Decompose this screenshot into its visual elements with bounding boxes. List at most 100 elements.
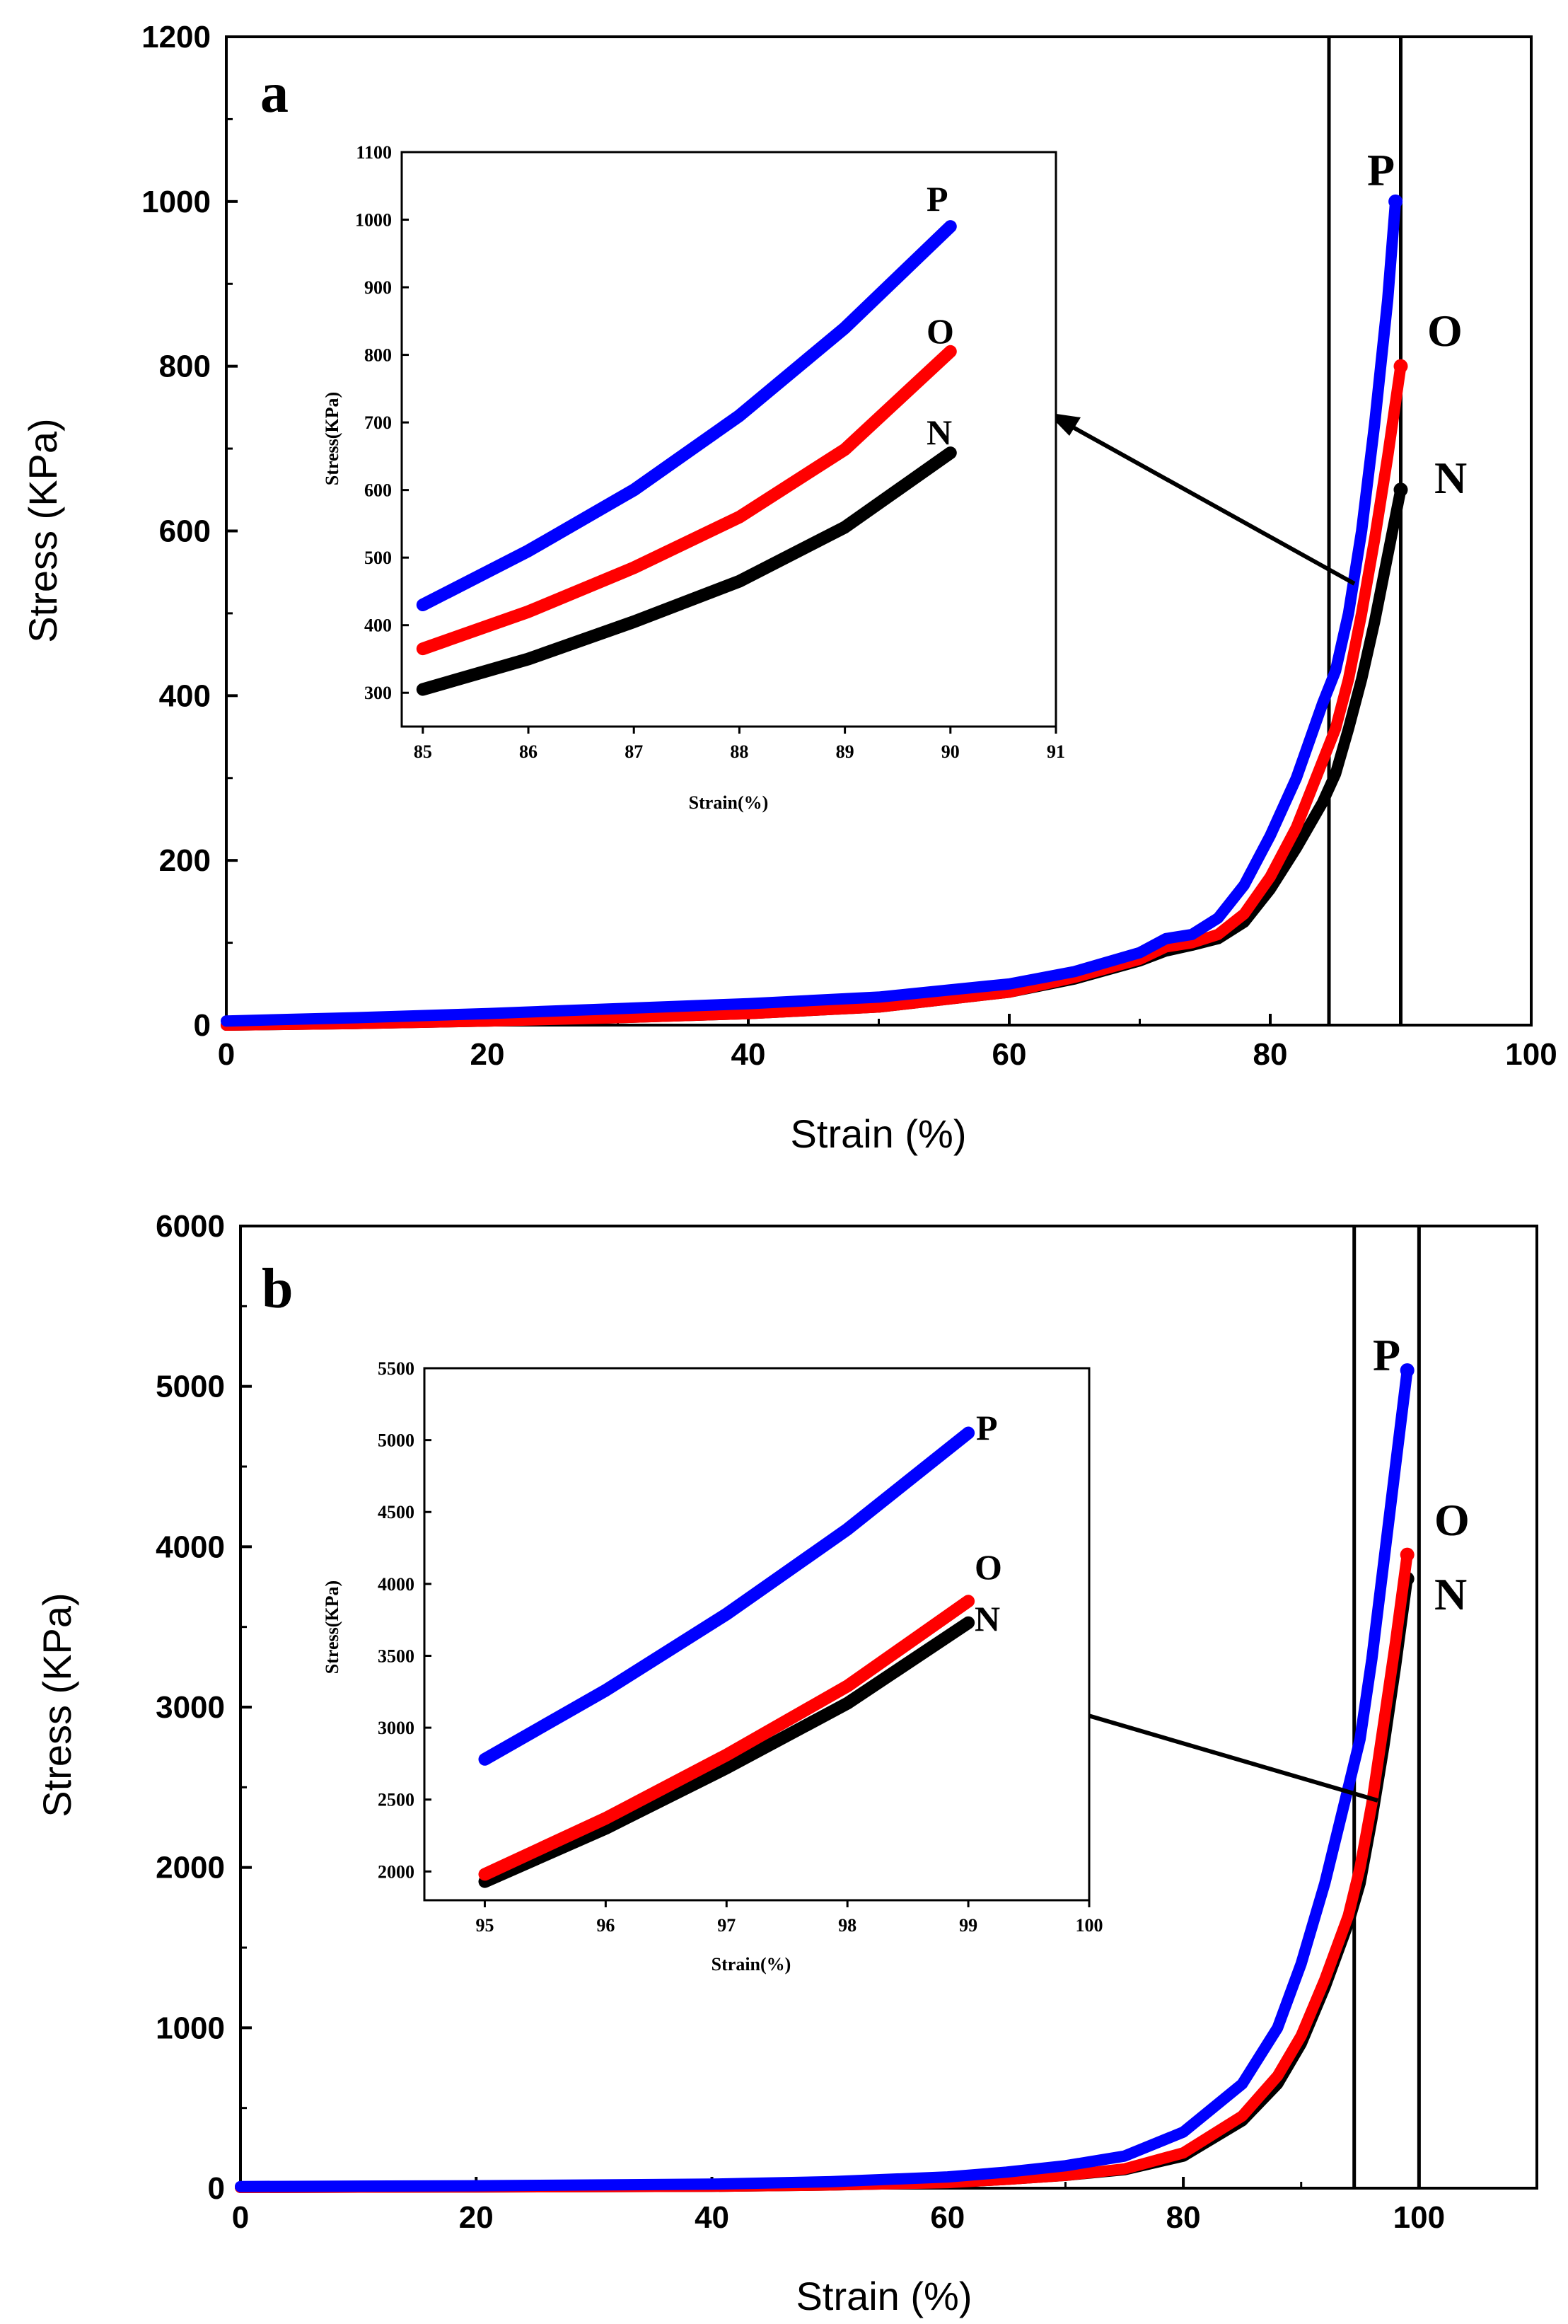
panel-b-inset-ticks: 95 96 97 98 99 100 2000 2500 3000 3500 4000 4500 500… [378,1358,1103,1936]
panel-b-inset-xtick-label: 95 [475,1915,494,1936]
panel-a-inset-series [416,220,957,696]
panel-a-inset-ytick-label: 400 [364,615,392,636]
panel-a-inset-ytick-label: 1100 [356,142,392,163]
panel-a-inset-ytick-label: 600 [364,480,392,501]
panel-b-label-N: N [1434,1569,1467,1619]
panel-b-xtick-label: 0 [232,2200,249,2235]
panel-b-inset-ytick-label: 2500 [378,1790,414,1810]
panel-a-label-N: N [1434,453,1467,503]
panel-b-inset-xtick-label: 100 [1076,1915,1103,1936]
panel-a-inset-xtick-label: 91 [1047,741,1065,762]
panel-a-xtick-label: 60 [992,1037,1027,1072]
panel-b-series-end-P [1400,1363,1415,1377]
panel-b-inset-ytick-label: 3000 [378,1718,414,1738]
panel-a-ylabel: Stress (KPa) [21,418,65,642]
panel-b-arrow [1049,1701,1378,1803]
panel-a-inset-ytick-label: 500 [364,548,392,568]
panel-b-xtick-label: 100 [1393,2200,1445,2235]
panel-b-inset-xlabel: Strain(%) [712,1954,791,1975]
panel-a-series-end-O [1393,359,1408,374]
panel-b-series [235,1363,1415,2193]
panel-b-inset-ytick-label: 5500 [378,1358,414,1379]
panel-a-inset-xtick-label: 89 [836,741,854,762]
panel-a-xtick-label: 100 [1505,1037,1557,1072]
panel-b-ytick-label: 2000 [156,1851,225,1885]
panel-a-inset-xtick-label: 90 [941,741,960,762]
panel-b-xtick-label: 80 [1166,2200,1201,2235]
panel-b-inset-xtick-label: 98 [838,1915,856,1936]
panel-a-inset-ytick-label: 300 [364,683,392,703]
panel-a-inset-ytick-label: 1000 [355,210,392,231]
panel-a-series-P [221,195,1402,1027]
panel-b-inset-series-O [478,1595,975,1881]
panel-b-series-P [235,1365,1413,2192]
panel-a-series-O [221,360,1407,1031]
panel-b-ylabel: Stress (KPa) [35,1592,79,1817]
panel-b-xtick-label: 60 [930,2200,965,2235]
panel-b-letter: b [262,1258,294,1320]
panel-a-letter: a [260,62,289,125]
panel-a-arrow [1047,412,1356,586]
panel-a-inset-ylabel: Stress(KPa) [322,392,342,485]
panel-b-inset-xtick-label: 96 [596,1915,615,1936]
panel-b-ytick-label: 0 [208,2171,225,2206]
panel-a-inset-ticks: 85 86 87 88 89 90 91 300 400 500 600 700 800 900 1000 1… [355,142,1065,762]
panel-b-inset-xtick-label: 97 [717,1915,736,1936]
panel-b-inset-series-N [478,1616,975,1888]
panel-a-ytick-label: 1200 [141,20,211,54]
panel-a-inset-label-O: O [927,311,954,351]
panel-a-inset-xtick-label: 87 [625,741,643,762]
panel-a-inset-series-P [416,220,957,611]
panel-a-inset-ytick-label: 700 [364,412,392,433]
panel-b-ytick-label: 6000 [156,1209,225,1244]
panel-b-inset-ytick-label: 5000 [378,1430,414,1451]
panel-b-inset-frame [423,1367,1091,1902]
panel-b-ytick-label: 1000 [156,2011,225,2045]
panel-a-ytick-label: 0 [194,1008,211,1043]
panel-a-ytick-label: 200 [159,843,211,878]
panel-a-inset-ytick-label: 900 [364,277,392,298]
panel-a-series-end-P [1388,194,1403,209]
panel-a-inset-series-N [416,446,957,696]
panel-b-inset-label-O: O [975,1547,1002,1587]
panel-b-xtick-label: 40 [695,2200,729,2235]
panel-a-inset-label-N: N [927,412,952,452]
panel-b-xtick-label: 20 [459,2200,494,2235]
panel-b-inset-label-P: P [976,1408,998,1447]
panel-a-xtick-label: 80 [1253,1037,1288,1072]
panel-a-inset-xtick-label: 88 [730,741,748,762]
panel-b-xlabel: Strain (%) [796,2274,972,2318]
panel-a-inset-xtick-label: 85 [414,741,432,762]
panel-a-inset-frame [400,151,1057,728]
panel-b-series-end-O [1400,1547,1415,1562]
panel-b-inset-ytick-label: 4500 [378,1502,414,1522]
panel-a-xtick-label: 40 [731,1037,766,1072]
panel-a-label-O: O [1427,306,1463,356]
panel-a-ytick-label: 1000 [141,185,211,219]
panel-a-inset-xtick-label: 86 [519,741,538,762]
panel-b-label-P: P [1373,1330,1400,1380]
panel-a-inset-xlabel: Strain(%) [689,792,769,813]
panel-b-inset: 95 96 97 98 99 100 2000 2500 3000 3500 4000 4500 500… [322,1358,1103,1975]
panel-b-ytick-label: 3000 [156,1690,225,1725]
panel-b-inset-series-P [478,1426,975,1766]
panel-b-ytick-label: 5000 [156,1370,225,1404]
panel-b-inset-ylabel: Stress(KPa) [322,1580,342,1674]
panel-b-inset-series [478,1426,975,1888]
panel-a-inset: 85 86 87 88 89 90 91 300 400 500 600 700 800 900 1000 1… [322,142,1065,813]
panel-b-inset-xtick-label: 99 [959,1915,977,1936]
panel-b-inset-ytick-label: 3500 [378,1646,414,1666]
panel-a-inset-ytick-label: 800 [364,345,392,366]
panel-b-ytick-label: 4000 [156,1530,225,1564]
panel-a-xtick-label: 0 [218,1037,235,1072]
panel-a-inset-series-O [416,345,957,656]
panel-b-label-O: O [1434,1495,1470,1545]
panel-a-inset-label-P: P [927,179,948,219]
panel-a-series-end-N [1393,482,1408,497]
panel-a-xlabel: Strain (%) [791,1111,967,1156]
panel-a-ytick-label: 800 [159,349,211,384]
